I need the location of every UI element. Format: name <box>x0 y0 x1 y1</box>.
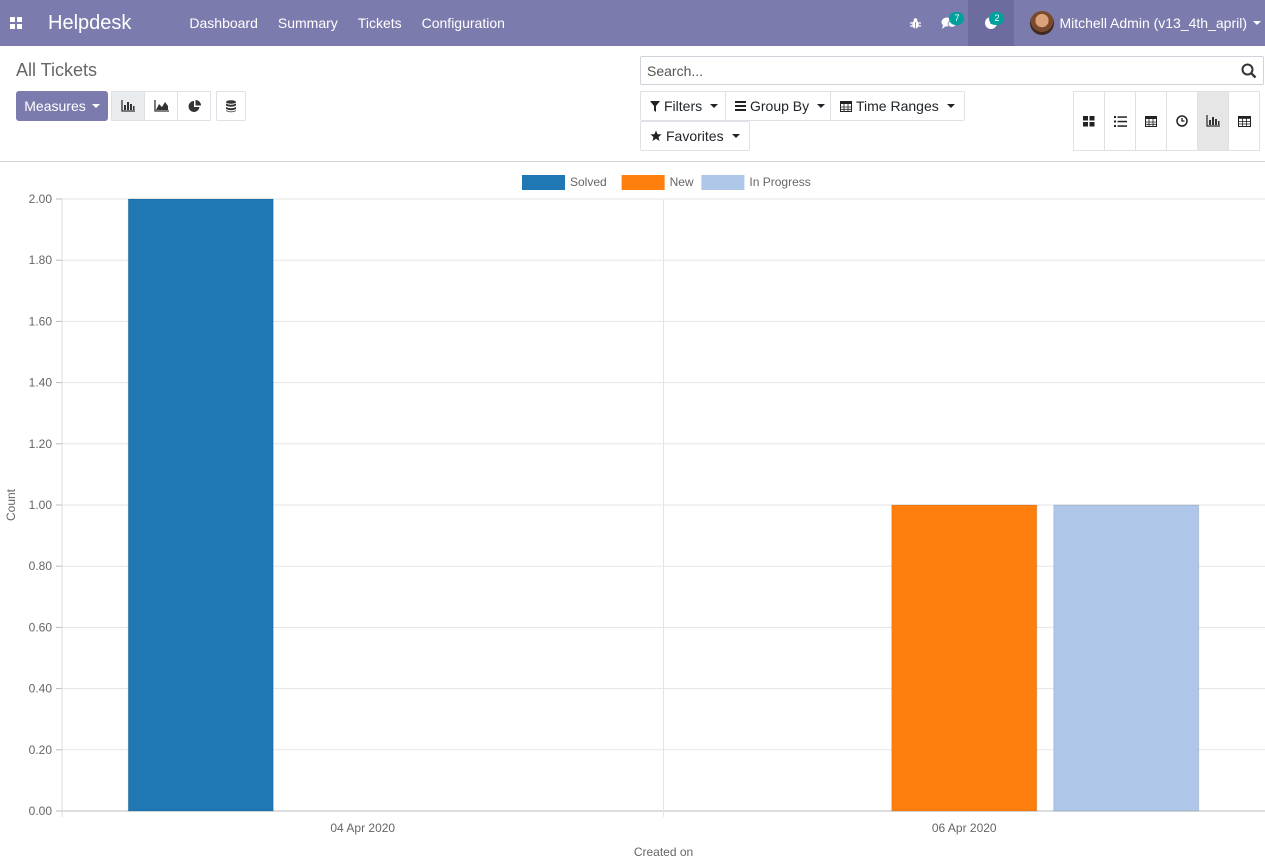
chevron-down-icon <box>1253 21 1261 25</box>
list-view-button[interactable] <box>1104 91 1136 151</box>
y-tick-label: 1.80 <box>29 253 53 267</box>
user-menu[interactable]: Mitchell Admin (v13_4th_april) <box>1014 0 1265 46</box>
y-tick-label: 1.00 <box>29 498 53 512</box>
filters-button[interactable]: Filters <box>640 91 729 121</box>
legend-swatch <box>701 175 745 190</box>
table-icon <box>1237 115 1251 127</box>
chevron-down-icon <box>91 104 100 108</box>
view-switcher <box>1073 91 1260 151</box>
filter-icon <box>650 100 660 112</box>
y-tick-label: 0.20 <box>29 743 53 757</box>
y-tick-label: 0.80 <box>29 559 53 573</box>
activity-view-button[interactable] <box>1166 91 1198 151</box>
top-navbar: Helpdesk Dashboard Summary Tickets Confi… <box>0 0 1265 46</box>
y-tick-label: 0.00 <box>29 804 53 818</box>
search-bar <box>640 56 1264 85</box>
search-input[interactable] <box>641 57 1231 84</box>
activity-button[interactable]: 2 <box>968 0 1015 46</box>
legend-label: In Progress <box>749 175 810 189</box>
bar-in-progress <box>1053 504 1200 812</box>
menu-item-tickets[interactable]: Tickets <box>357 15 402 31</box>
groupby-button[interactable]: Group By <box>725 91 836 121</box>
x-tick-label: 04 Apr 2020 <box>330 821 395 835</box>
timeranges-label: Time Ranges <box>856 98 939 114</box>
kanban-view-button[interactable] <box>1073 91 1105 151</box>
menu-item-summary[interactable]: Summary <box>277 15 338 31</box>
app-brand[interactable]: Helpdesk <box>48 11 132 34</box>
x-axis-label: Created on <box>634 845 693 859</box>
y-tick-label: 0.40 <box>29 682 53 696</box>
stacked-button[interactable] <box>216 91 246 121</box>
messaging-button[interactable]: 7 <box>930 0 968 46</box>
legend-swatch <box>621 175 665 190</box>
groupby-label: Group By <box>750 98 810 114</box>
apps-grid-icon <box>10 17 22 29</box>
y-tick-label: 0.60 <box>29 620 53 634</box>
calendar-icon <box>1145 116 1157 127</box>
chevron-down-icon <box>946 104 955 108</box>
calendar-view-button[interactable] <box>1135 91 1167 151</box>
pie-chart-button[interactable] <box>177 91 211 121</box>
chevron-down-icon <box>817 104 826 108</box>
debug-button[interactable] <box>900 0 930 46</box>
apps-menu-button[interactable] <box>0 0 32 46</box>
filters-label: Filters <box>664 98 703 114</box>
legend-label: Solved <box>570 175 607 189</box>
bar-chart: 0.00 0.20 0.40 0.60 0.80 1.00 1.20 1.40 1.60 1.80… <box>4 175 1265 859</box>
legend-label: New <box>670 175 694 189</box>
measures-label: Measures <box>24 98 86 114</box>
bar-chart-button[interactable] <box>111 91 145 121</box>
chat-count-badge: 7 <box>949 12 965 25</box>
y-tick-label: 1.60 <box>29 314 53 328</box>
activity-count-badge: 2 <box>989 12 1005 25</box>
graph-view-button[interactable] <box>1197 91 1229 151</box>
page-title: All Tickets <box>16 60 98 80</box>
y-tick-label: 2.00 <box>29 192 53 206</box>
timeranges-button[interactable]: Time Ranges <box>830 91 965 121</box>
chevron-down-icon <box>731 134 740 138</box>
y-tick-label: 1.40 <box>29 376 53 390</box>
list-icon <box>1113 115 1127 127</box>
user-name: Mitchell Admin (v13_4th_april) <box>1059 15 1247 31</box>
bar-chart-icon <box>1206 115 1220 127</box>
stack-toggle-group <box>216 91 246 121</box>
bar-new <box>891 504 1038 812</box>
bar-chart-icon <box>121 100 135 112</box>
control-panel: All Tickets Measures <box>0 46 1265 162</box>
chart-type-group <box>111 91 211 121</box>
bar-solved <box>127 198 274 812</box>
calendar-icon <box>840 101 852 112</box>
favorites-label: Favorites <box>666 128 724 144</box>
measures-button[interactable]: Measures <box>16 91 108 121</box>
menu-item-configuration[interactable]: Configuration <box>421 15 505 31</box>
chevron-down-icon <box>710 104 719 108</box>
kanban-icon <box>1083 115 1095 126</box>
pie-chart-icon <box>188 99 201 112</box>
bug-icon <box>909 17 921 28</box>
area-chart-icon <box>153 100 169 112</box>
search-icon[interactable] <box>1241 63 1257 79</box>
y-tick-label: 1.20 <box>29 437 53 451</box>
bars-icon <box>735 101 746 111</box>
favorites-button[interactable]: Favorites <box>640 121 750 151</box>
y-axis-label: Count <box>4 488 18 521</box>
avatar <box>1030 11 1055 35</box>
main-menu: Dashboard Summary Tickets Configuration <box>179 0 515 46</box>
legend-swatch <box>522 175 565 190</box>
line-chart-button[interactable] <box>144 91 178 121</box>
star-icon <box>650 130 662 141</box>
pivot-view-button[interactable] <box>1228 91 1260 151</box>
x-tick-label: 06 Apr 2020 <box>932 821 997 835</box>
database-icon <box>226 99 236 112</box>
systray: 7 2 Mitchell Admin (v13_4th_april) <box>900 0 1265 46</box>
menu-item-dashboard[interactable]: Dashboard <box>189 15 258 31</box>
clock-icon <box>1176 115 1188 127</box>
